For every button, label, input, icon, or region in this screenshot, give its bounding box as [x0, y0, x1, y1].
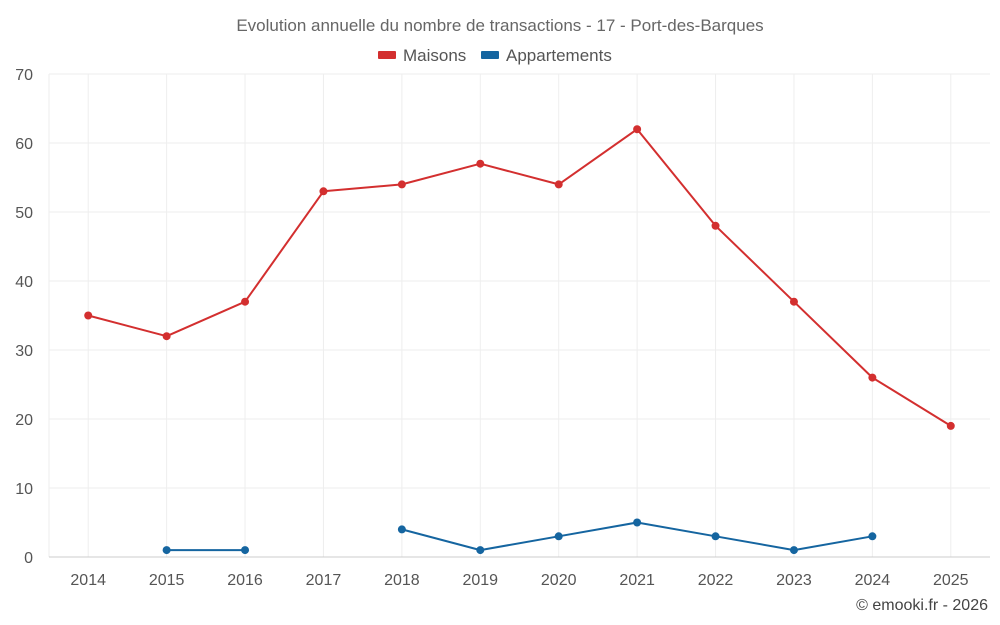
legend-label: Appartements	[506, 46, 612, 65]
data-point[interactable]	[397, 180, 406, 189]
series	[84, 125, 955, 555]
legend-item-maisons[interactable]: Maisons	[378, 46, 466, 65]
x-tick-label: 2024	[855, 572, 891, 589]
legend-label: Maisons	[403, 46, 466, 65]
x-axis: 2014 2015 2016 2017 2018 2019 2020 2021 2022 2023…	[49, 556, 990, 589]
y-tick-label: 70	[15, 67, 33, 84]
data-point[interactable]	[397, 525, 406, 534]
data-point[interactable]	[162, 546, 171, 555]
legend: Maisons Appartements	[378, 46, 612, 65]
x-tick-label: 2017	[306, 572, 342, 589]
x-tick-label: 2021	[619, 572, 655, 589]
legend-swatch	[378, 51, 396, 59]
data-point[interactable]	[789, 297, 798, 306]
y-tick-label: 40	[15, 274, 33, 291]
x-tick-label: 2020	[541, 572, 577, 589]
data-point[interactable]	[554, 532, 563, 541]
data-point[interactable]	[789, 546, 798, 555]
chart-title: Evolution annuelle du nombre de transact…	[236, 16, 763, 35]
data-point[interactable]	[241, 297, 250, 306]
x-tick-label: 2014	[70, 572, 106, 589]
data-point[interactable]	[633, 125, 642, 134]
data-point[interactable]	[476, 159, 485, 168]
data-point[interactable]	[711, 221, 720, 230]
data-point[interactable]	[241, 546, 250, 555]
data-point[interactable]	[162, 332, 171, 341]
credit-text: © emooki.fr - 2026	[856, 597, 988, 614]
x-tick-label: 2018	[384, 572, 420, 589]
y-tick-label: 60	[15, 136, 33, 153]
y-tick-label: 30	[15, 343, 33, 360]
y-tick-label: 0	[24, 550, 33, 567]
x-tick-label: 2022	[698, 572, 734, 589]
data-point[interactable]	[476, 546, 485, 555]
data-point[interactable]	[319, 187, 328, 196]
series-line	[87, 128, 952, 427]
grid	[48, 73, 990, 557]
data-point[interactable]	[633, 518, 642, 527]
x-tick-label: 2023	[776, 572, 812, 589]
x-tick-label: 2025	[933, 572, 969, 589]
y-axis: 0 10 20 30 40 50 60 70	[15, 67, 33, 567]
y-tick-label: 20	[15, 412, 33, 429]
y-tick-label: 10	[15, 481, 33, 498]
x-tick-label: 2016	[227, 572, 263, 589]
legend-item-appartements[interactable]: Appartements	[481, 46, 612, 65]
data-point[interactable]	[946, 421, 955, 430]
x-tick-label: 2015	[149, 572, 185, 589]
data-point[interactable]	[554, 180, 563, 189]
x-tick-label: 2019	[462, 572, 498, 589]
data-point[interactable]	[868, 532, 877, 541]
series-maisons	[84, 125, 955, 430]
y-tick-label: 50	[15, 205, 33, 222]
data-point[interactable]	[711, 532, 720, 541]
series-appartements	[162, 518, 877, 555]
data-point[interactable]	[84, 311, 93, 320]
data-point[interactable]	[868, 373, 877, 382]
legend-swatch	[481, 51, 499, 59]
